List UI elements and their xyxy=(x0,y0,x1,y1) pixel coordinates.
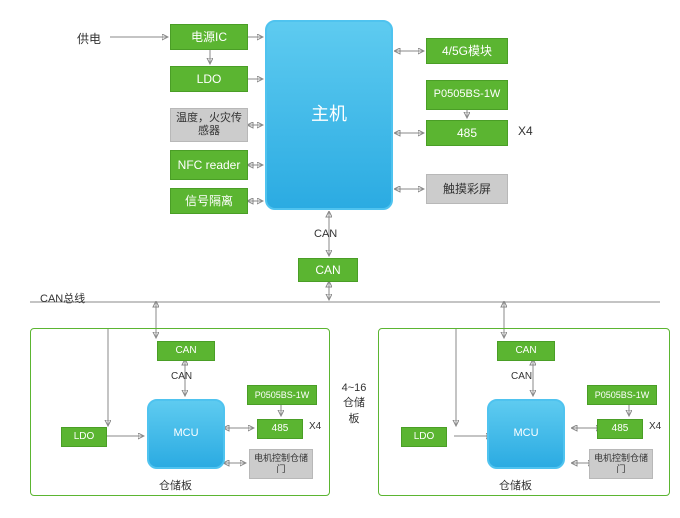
ldo-text: LDO xyxy=(197,72,222,86)
power-ic-text: 电源IC xyxy=(191,30,227,44)
touch-text: 触摸彩屏 xyxy=(443,182,491,196)
fourg-text: 4/5G模块 xyxy=(442,44,492,58)
isolate-text: 信号隔离 xyxy=(185,194,233,208)
panel1-label: 仓储板 xyxy=(159,477,192,493)
panel2-x4: X4 xyxy=(649,421,661,432)
touch-box: 触摸彩屏 xyxy=(426,174,508,204)
panel1-ldo: LDO xyxy=(61,427,107,447)
isolate-box: 信号隔离 xyxy=(170,188,248,214)
temp-fire-text: 温度，火灾传感器 xyxy=(171,112,247,138)
x4-label: X4 xyxy=(518,124,533,138)
panel1-mcu: MCU xyxy=(147,399,225,469)
panel1-x4: X4 xyxy=(309,421,321,432)
can-box: CAN xyxy=(298,258,358,282)
can-box-text: CAN xyxy=(315,263,340,277)
power-ic-box: 电源IC xyxy=(170,24,248,50)
panel1-p0505: P0505BS-1W xyxy=(247,385,317,405)
nfc-text: NFC reader xyxy=(178,158,241,172)
panel2-mcu: MCU xyxy=(487,399,565,469)
storage-panel-1: CAN CAN MCU LDO P0505BS-1W 485 X4 电机控制仓储… xyxy=(30,328,330,496)
temp-fire-box: 温度，火灾传感器 xyxy=(170,108,248,142)
panel2-can-label: CAN xyxy=(511,371,532,382)
storage-count-label: 4~16仓储板 xyxy=(338,382,370,426)
ldo-box: LDO xyxy=(170,66,248,92)
nfc-box: NFC reader xyxy=(170,150,248,180)
panel2-p0505: P0505BS-1W xyxy=(587,385,657,405)
host-box: 主机 xyxy=(265,20,393,210)
host-text: 主机 xyxy=(311,104,347,126)
panel1-can-label: CAN xyxy=(171,371,192,382)
power-label: 供电 xyxy=(77,30,101,47)
rs485-text: 485 xyxy=(457,126,477,140)
fourg-box: 4/5G模块 xyxy=(426,38,508,64)
can-top-label: CAN xyxy=(314,228,337,240)
panel2-rs485: 485 xyxy=(597,419,643,439)
p0505-text: P0505BS-1W xyxy=(434,88,501,101)
panel1-motor: 电机控制仓储门 xyxy=(249,449,313,479)
p0505-box: P0505BS-1W xyxy=(426,80,508,110)
panel2-can-box: CAN xyxy=(497,341,555,361)
panel1-rs485: 485 xyxy=(257,419,303,439)
panel1-can-box: CAN xyxy=(157,341,215,361)
panel2-label: 仓储板 xyxy=(499,477,532,493)
rs485-box: 485 xyxy=(426,120,508,146)
storage-panel-2: CAN CAN MCU LDO P0505BS-1W 485 X4 电机控制仓储… xyxy=(378,328,670,496)
panel2-ldo: LDO xyxy=(401,427,447,447)
panel2-motor: 电机控制仓储门 xyxy=(589,449,653,479)
can-bus-label: CAN总线 xyxy=(40,290,85,306)
